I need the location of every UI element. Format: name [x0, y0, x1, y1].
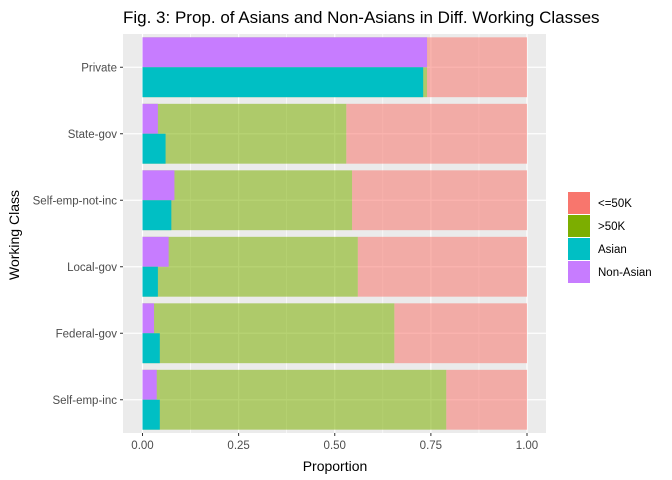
legend: <=50K >50K Asian Non-Asian: [568, 192, 652, 283]
chart-title: Fig. 3: Prop. of Asians and Non-Asians i…: [123, 8, 600, 27]
bar-income: [446, 369, 527, 430]
x-axis-title: Proportion: [303, 458, 368, 474]
bars: [142, 37, 527, 430]
y-axis-title: Working Class: [6, 190, 22, 280]
bar-asian: [142, 399, 160, 430]
bar-income: [394, 303, 527, 364]
bar-non-asian: [142, 236, 169, 267]
bar-asian: [142, 333, 160, 364]
legend-swatch: [568, 192, 590, 214]
bar-income: [142, 303, 395, 364]
bar-non-asian: [142, 170, 175, 201]
y-tick-labels: Private State-gov Self-emp-not-inc Local-go…: [33, 62, 123, 407]
x-tick-label: 1.00: [516, 440, 538, 452]
legend-label: <=50K: [598, 198, 632, 210]
bar-non-asian: [142, 103, 158, 134]
bar-income: [352, 170, 527, 231]
y-tick-label: Self-emp-inc: [52, 395, 117, 407]
legend-swatch: [568, 238, 590, 260]
bar-income: [142, 170, 353, 231]
legend-label: Non-Asian: [598, 267, 652, 279]
bar-asian: [142, 67, 424, 98]
bar-asian: [142, 133, 166, 164]
y-tick-label: State-gov: [68, 129, 117, 141]
x-tick-label: 0.50: [324, 440, 346, 452]
x-tick-label: 0.25: [227, 440, 249, 452]
legend-swatch: [568, 215, 590, 237]
legend-label: >50K: [598, 221, 626, 233]
bar-income: [346, 103, 527, 164]
x-tick-label: 0.00: [131, 440, 153, 452]
y-tick-label: Local-gov: [67, 262, 117, 274]
bar-asian: [142, 266, 158, 297]
x-tick-label: 0.75: [420, 440, 442, 452]
bar-income: [427, 37, 527, 98]
bar-income: [142, 236, 358, 297]
bar-income: [357, 236, 527, 297]
y-tick-label: Private: [81, 62, 117, 74]
bar-non-asian: [142, 369, 157, 400]
legend-swatch: [568, 261, 590, 283]
bar-non-asian: [142, 303, 155, 334]
y-tick-label: Self-emp-not-inc: [33, 195, 118, 207]
bar-non-asian: [142, 37, 428, 68]
y-tick-label: Federal-gov: [56, 328, 118, 340]
bar-asian: [142, 200, 172, 231]
legend-label: Asian: [598, 244, 627, 256]
bar-income: [142, 103, 347, 164]
bar-income: [142, 369, 447, 430]
x-tick-labels: 0.00 0.25 0.50 0.75 1.00: [131, 433, 538, 452]
